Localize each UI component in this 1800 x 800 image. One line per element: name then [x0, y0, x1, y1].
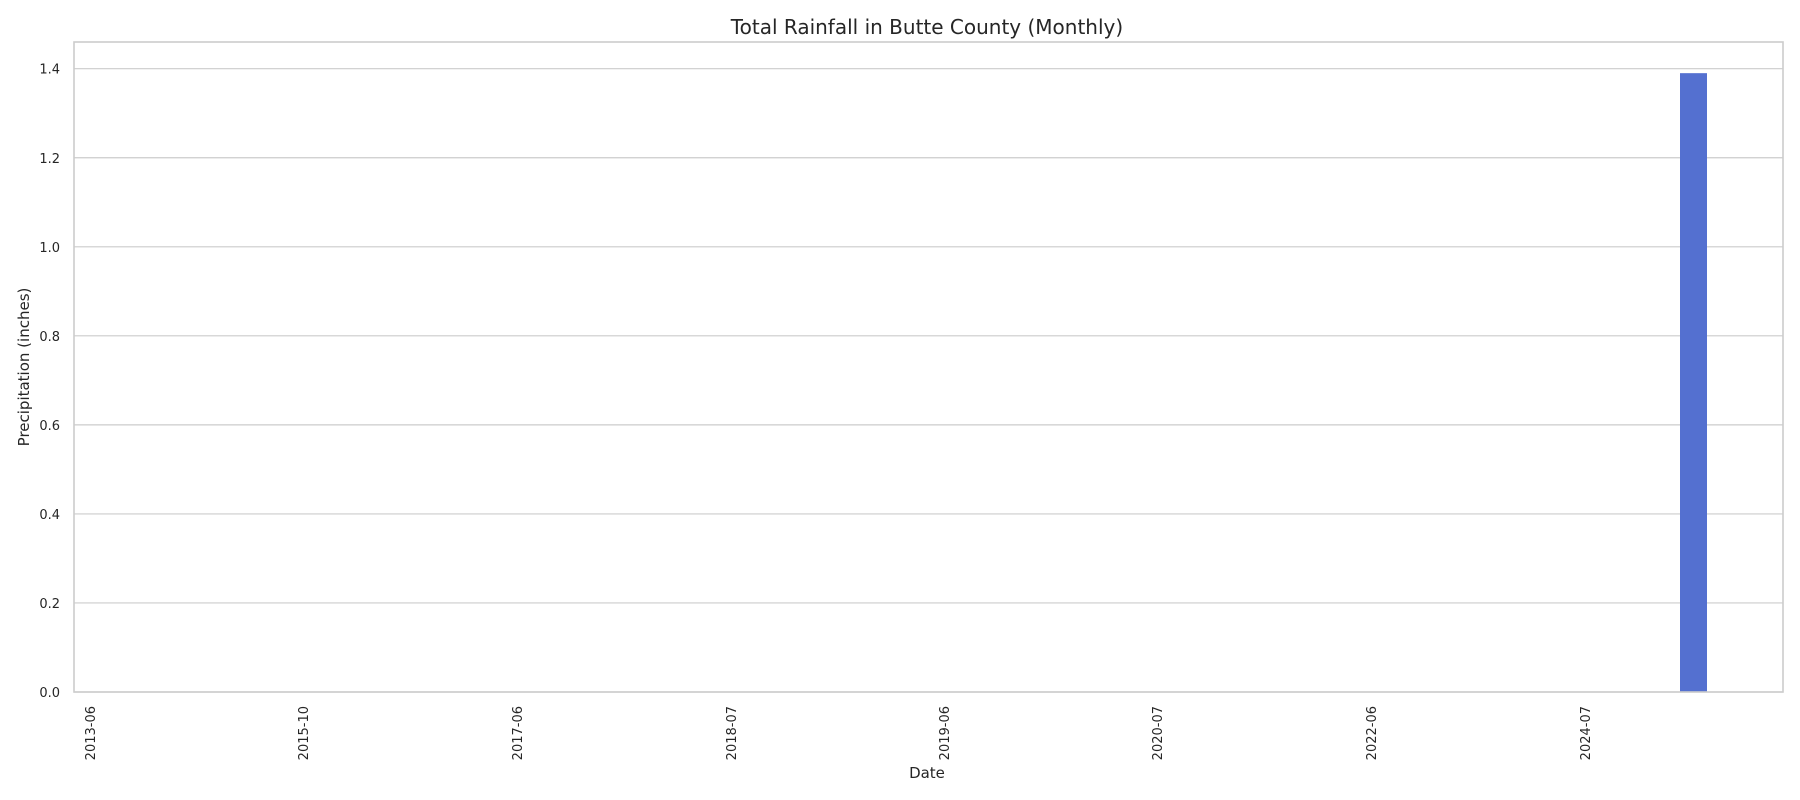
y-tick-label: 1.2 — [39, 152, 60, 167]
y-tick-labels: 0.0 0.2 0.4 0.6 0.8 1.0 1.2 1.4 — [39, 63, 60, 701]
x-tick-label: 2024-07 — [1579, 706, 1594, 760]
y-tick-label: 1.0 — [39, 241, 60, 256]
gridlines — [74, 68, 1783, 693]
x-tick-labels: 2013-06 2015-10 2017-06 2018-07 2019-06 2020-… — [84, 706, 1594, 760]
x-tick-label: 2015-10 — [297, 706, 312, 760]
x-tick-label: 2019-06 — [938, 706, 953, 760]
y-axis-label: Precipitation (inches) — [15, 288, 33, 447]
y-tick-label: 1.4 — [39, 63, 60, 78]
y-tick-label: 0.4 — [39, 508, 60, 523]
x-tick-label: 2018-07 — [725, 706, 740, 760]
x-tick-label: 2013-06 — [84, 706, 99, 760]
x-tick-label: 2020-07 — [1151, 706, 1166, 760]
chart-title: Total Rainfall in Butte County (Monthly) — [730, 15, 1123, 39]
x-axis-label: Date — [909, 764, 945, 782]
x-tick-label: 2022-06 — [1365, 706, 1380, 760]
y-tick-label: 0.8 — [39, 330, 60, 345]
y-tick-label: 0.6 — [39, 419, 60, 434]
bars — [1680, 73, 1707, 693]
y-tick-label: 0.2 — [39, 597, 60, 612]
x-tick-label: 2017-06 — [511, 706, 526, 760]
plot-frame — [73, 41, 1784, 693]
y-tick-label: 0.0 — [39, 686, 60, 701]
bar — [1680, 73, 1707, 693]
